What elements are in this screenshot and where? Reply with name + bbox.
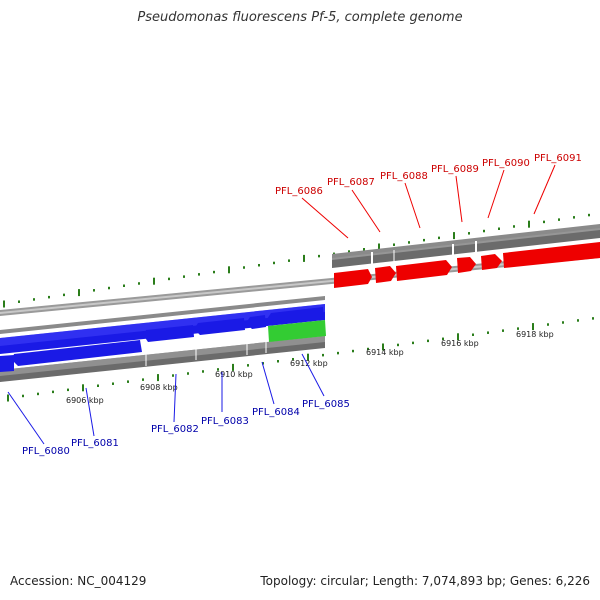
right-feature-track [332,224,600,268]
gene-label-pfl-6080[interactable]: PFL_6080 [22,446,70,457]
gene-arrow-pfl-6088[interactable] [396,260,452,281]
gene-label-pfl-6086[interactable]: PFL_6086 [275,186,323,197]
gene-arrow-pfl-6086[interactable] [334,269,372,288]
gene-label-pfl-6091[interactable]: PFL_6091 [534,153,582,164]
gene-label-pfl-6084[interactable]: PFL_6084 [252,407,300,418]
gene-arrow-pfl-6081[interactable] [12,340,142,366]
kbp-label: 6912 kbp [290,359,328,368]
map-title: Pseudomonas fluorescens Pf-5, complete g… [137,10,463,25]
gene-arrow-pfl-6089[interactable] [457,257,476,273]
gene-arrow-pfl-6090[interactable] [481,254,502,270]
reverse-gene-arrows[interactable] [0,307,324,372]
gene-label-pfl-6082[interactable]: PFL_6082 [151,424,199,435]
forward-leader-lines [301,164,556,239]
left-track-separators [145,329,267,366]
lower-dotted-scale [7,317,594,402]
gene-arrow-pfl-6084[interactable] [246,315,266,329]
gene-arrow-pfl-6087[interactable] [375,266,396,283]
reverse-leader-lines [7,353,325,445]
gene-arrow-pfl-6085[interactable] [267,307,324,325]
gene-arrow-pfl-6091[interactable] [503,242,600,268]
gene-label-pfl-6089[interactable]: PFL_6089 [431,164,479,175]
kbp-label: 6916 kbp [441,339,479,348]
gene-arrow-pfl-6080[interactable] [0,355,14,372]
accession-text: Accession: NC_004129 [10,574,147,588]
gene-arrow-pfl-6083[interactable] [194,318,245,335]
gene-label-pfl-6085[interactable]: PFL_6085 [302,399,350,410]
selected-gene-highlight[interactable] [268,320,326,342]
kbp-label: 6910 kbp [215,370,253,379]
gene-label-pfl-6088[interactable]: PFL_6088 [380,171,428,182]
gene-label-pfl-6087[interactable]: PFL_6087 [327,177,375,188]
gene-label-pfl-6090[interactable]: PFL_6090 [482,158,530,169]
gene-label-pfl-6081[interactable]: PFL_6081 [71,438,119,449]
upper-dotted-scale [3,213,590,308]
gene-arrow-pfl-6082[interactable] [144,325,194,342]
kbp-label: 6918 kbp [516,330,554,339]
kbp-label: 6908 kbp [140,383,178,392]
kbp-label: 6906 kbp [66,396,104,405]
kbp-label: 6914 kbp [366,348,404,357]
forward-gene-arrows[interactable] [334,241,600,288]
gene-label-pfl-6083[interactable]: PFL_6083 [201,416,249,427]
genome-summary-text: Topology: circular; Length: 7,074,893 bp… [260,574,590,588]
